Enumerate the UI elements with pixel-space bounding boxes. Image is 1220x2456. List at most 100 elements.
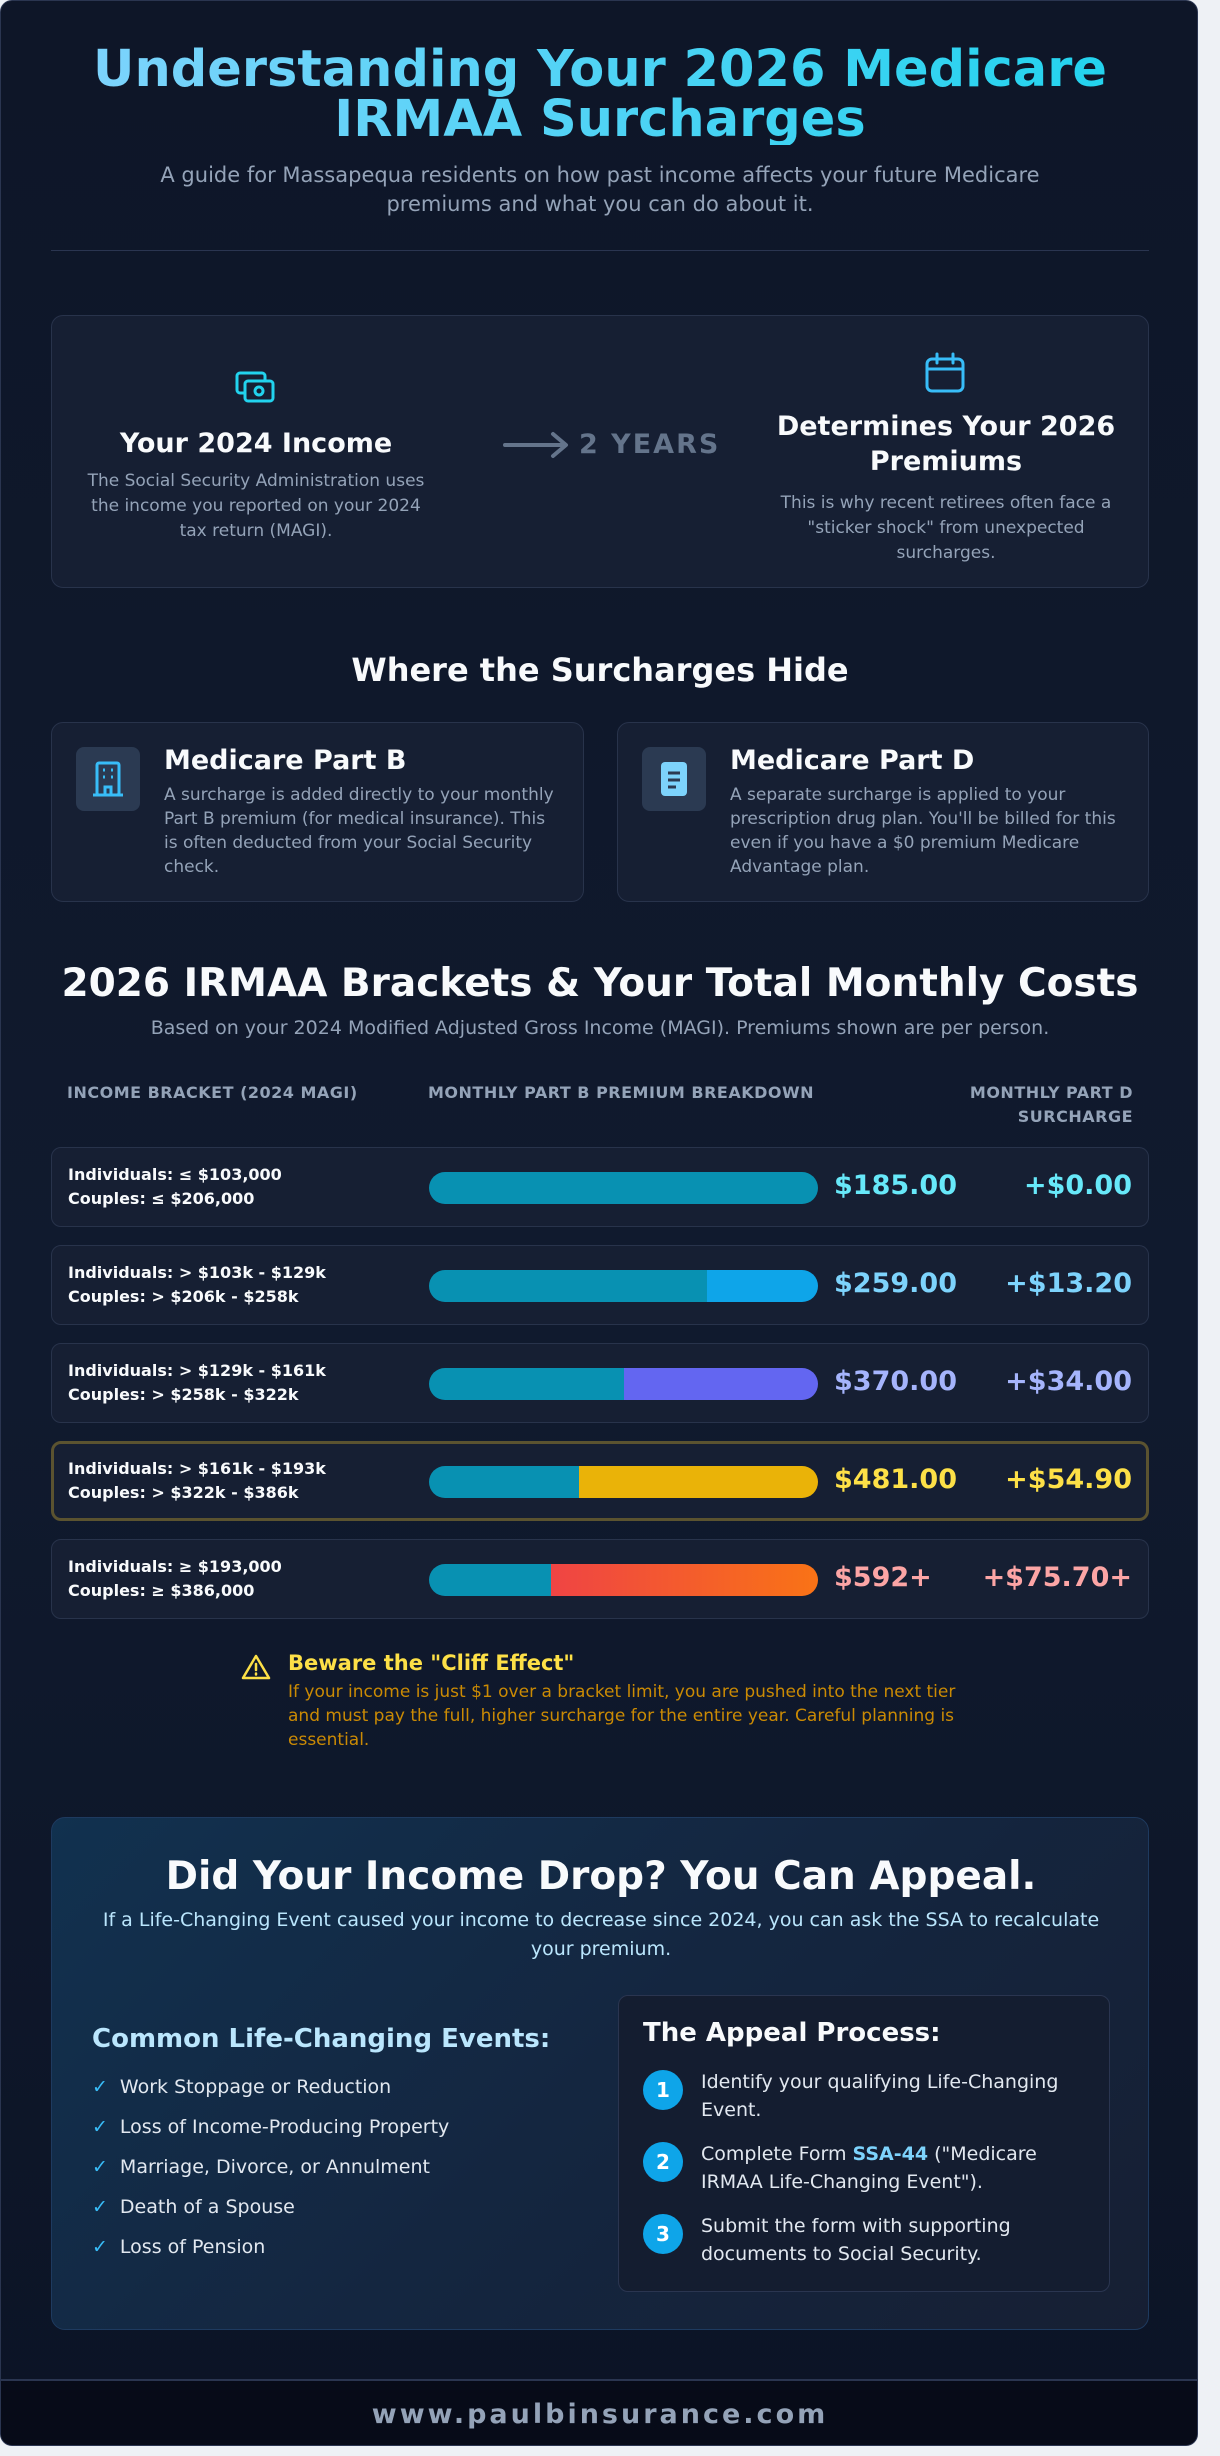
part-b-premium: $370.00 [834, 1366, 957, 1397]
income-bracket: Individuals: > $129k - $161k Couples: > $… [68, 1359, 326, 1407]
bracket-row: Individuals: ≥ $193,000 Couples: ≥ $386,0… [51, 1539, 1149, 1619]
appeal-panel: Did Your Income Drop? You Can Appeal. If… [51, 1817, 1149, 2330]
part-d-surcharge: +$54.90 [1005, 1464, 1132, 1495]
process-heading: The Appeal Process: [643, 2018, 941, 2048]
part-b-premium: $259.00 [834, 1268, 957, 1299]
check-icon: ✓ [92, 2236, 108, 2258]
warning-icon [241, 1654, 271, 1680]
premium-bar [429, 1270, 818, 1302]
step: 2 Complete Form SSA-44 ("Medicare IRMAA L… [643, 2140, 1083, 2196]
income-bracket: Individuals: ≥ $193,000 Couples: ≥ $386,0… [68, 1555, 282, 1603]
bracket-row: Individuals: > $103k - $129k Couples: > $… [51, 1245, 1149, 1325]
calendar-icon [925, 352, 965, 393]
step-text: Identify your qualifying Life-Changing E… [701, 2068, 1083, 2124]
part-d-card: Medicare Part D A separate surcharge is … [617, 722, 1149, 902]
individuals: Individuals: > $129k - $161k [68, 1361, 326, 1380]
arrow-icon [503, 431, 568, 458]
icon-tile [76, 747, 140, 811]
column-header: MONTHLY PART B PREMIUM BREAKDOWN [428, 1083, 815, 1102]
events-heading: Common Life-Changing Events: [92, 2024, 551, 2054]
surcharge-segment [550, 1564, 818, 1596]
check-icon: ✓ [92, 2196, 108, 2218]
step-number: 2 [643, 2142, 683, 2182]
individuals: Individuals: ≥ $193,000 [68, 1557, 282, 1576]
surcharge-segment [578, 1466, 818, 1498]
process-box: The Appeal Process: 1 Identify your quali… [618, 1995, 1110, 2292]
income-column: Your 2024 Income The Social Security Adm… [81, 426, 431, 544]
base-segment [429, 1368, 624, 1400]
income-bracket: Individuals: ≤ $103,000 Couples: ≤ $206,0… [68, 1163, 282, 1211]
part-d-surcharge: +$75.70+ [982, 1562, 1132, 1593]
column-header: INCOME BRACKET (2024 MAGI) [67, 1083, 358, 1102]
step-text-part: Submit the form with supporting document… [701, 2215, 1011, 2265]
subtitle: A guide for Massapequa residents on how … [160, 163, 1040, 216]
bracket-row: Individuals: > $161k - $193k Couples: > $… [51, 1441, 1149, 1521]
surcharge-segment [623, 1368, 818, 1400]
step-text-part: ("Medicare IRMAA Life-Changing Event"). [701, 2143, 1037, 2193]
event-text: Marriage, Divorce, or Annulment [119, 2156, 430, 2178]
step-number: 1 [643, 2070, 683, 2110]
card-title: Medicare Part B [164, 745, 407, 776]
couples: Couples: > $258k - $322k [68, 1385, 299, 1404]
event-item: ✓ Loss of Income-Producing Property [92, 2116, 449, 2138]
base-segment [429, 1466, 579, 1498]
footer: www.paulbinsurance.com [1, 2379, 1197, 2445]
form-name: SSA-44 [852, 2143, 929, 2165]
couples: Couples: > $322k - $386k [68, 1483, 299, 1502]
infographic: Understanding Your 2026 Medicare IRMAA S… [0, 0, 1198, 2446]
base-segment [429, 1564, 551, 1596]
individuals: Individuals: > $161k - $193k [68, 1459, 326, 1478]
money-icon [235, 371, 275, 403]
premiums-text: This is why recent retirees often face a… [780, 493, 1112, 563]
event-text: Work Stoppage or Reduction [119, 2076, 392, 2098]
step-text: Complete Form SSA-44 ("Medicare IRMAA Li… [701, 2140, 1083, 2196]
part-d-surcharge: +$13.20 [1005, 1268, 1132, 1299]
part-b-premium: $481.00 [834, 1464, 957, 1495]
part-b-card: Medicare Part B A surcharge is added dir… [51, 722, 584, 902]
part-d-surcharge: +$34.00 [1005, 1366, 1132, 1397]
couples: Couples: > $206k - $258k [68, 1287, 299, 1306]
premium-bar [429, 1172, 818, 1204]
couples: Couples: ≤ $206,000 [68, 1189, 255, 1208]
event-text: Loss of Pension [119, 2236, 266, 2258]
icon-tile [642, 747, 706, 811]
event-item: ✓ Marriage, Divorce, or Annulment [92, 2156, 430, 2178]
event-item: ✓ Work Stoppage or Reduction [92, 2076, 391, 2098]
income-text: The Social Security Administration uses … [87, 471, 425, 541]
event-item: ✓ Loss of Pension [92, 2236, 265, 2258]
part-d-surcharge: +$0.00 [1023, 1170, 1132, 1201]
part-b-premium: $592+ [834, 1562, 932, 1593]
individuals: Individuals: ≤ $103,000 [68, 1165, 282, 1184]
event-text: Loss of Income-Producing Property [119, 2116, 450, 2138]
appeal-title: Did Your Income Drop? You Can Appeal. [165, 1854, 1037, 1899]
section-heading: 2026 IRMAA Brackets & Your Total Monthly… [61, 961, 1139, 1006]
check-icon: ✓ [92, 2116, 108, 2138]
premiums-title: Determines Your 2026 Premiums [776, 411, 1116, 477]
footer-url: www.paulbinsurance.com [371, 2398, 829, 2430]
event-item: ✓ Death of a Spouse [92, 2196, 295, 2218]
income-bracket: Individuals: > $161k - $193k Couples: > $… [68, 1457, 326, 1505]
premium-bar [429, 1564, 818, 1596]
check-icon: ✓ [92, 2156, 108, 2178]
step-text: Submit the form with supporting document… [701, 2212, 1083, 2268]
individuals: Individuals: > $103k - $129k [68, 1263, 326, 1282]
step-number: 3 [643, 2214, 683, 2254]
bracket-row: Individuals: > $129k - $161k Couples: > $… [51, 1343, 1149, 1423]
cliff-text: If your income is just $1 over a bracket… [288, 1682, 956, 1750]
card-text: A surcharge is added directly to your mo… [164, 785, 554, 877]
card-title: Medicare Part D [730, 745, 975, 776]
arrow-label: 2 YEARS [579, 429, 721, 460]
bracket-row: Individuals: ≤ $103,000 Couples: ≤ $206,0… [51, 1147, 1149, 1227]
part-b-premium: $185.00 [834, 1170, 957, 1201]
arrow-label-group: 2 YEARS [503, 429, 720, 460]
check-icon: ✓ [92, 2076, 108, 2098]
section-subtitle: Based on your 2024 Modified Adjusted Gro… [150, 1017, 1050, 1039]
step: 3 Submit the form with supporting documen… [643, 2212, 1083, 2268]
premium-bar [429, 1466, 818, 1498]
column-header: MONTHLY PART D SURCHARGE [969, 1083, 1133, 1126]
surcharge-segment [706, 1270, 818, 1302]
card-text: A separate surcharge is applied to your … [730, 785, 1116, 877]
income-bracket: Individuals: > $103k - $129k Couples: > $… [68, 1261, 326, 1309]
cliff-title: Beware the "Cliff Effect" [288, 1651, 575, 1675]
event-text: Death of a Spouse [119, 2196, 295, 2218]
